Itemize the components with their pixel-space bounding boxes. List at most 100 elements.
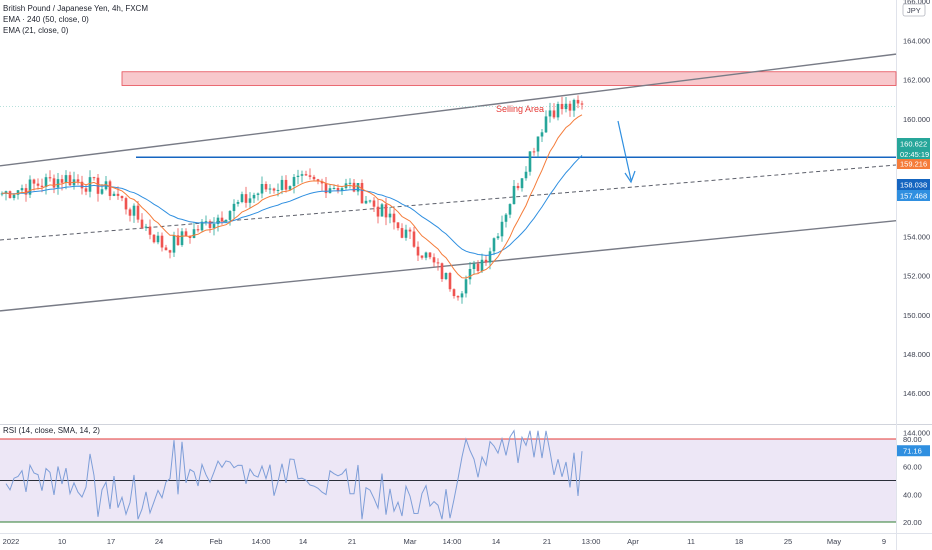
candle-body[interactable] xyxy=(496,236,500,239)
candle-body[interactable] xyxy=(572,99,576,111)
candle-body[interactable] xyxy=(508,204,512,215)
candle-body[interactable] xyxy=(288,186,292,190)
candle-body[interactable] xyxy=(108,181,112,196)
candle-body[interactable] xyxy=(272,188,276,191)
candle-body[interactable] xyxy=(448,272,452,290)
candle-body[interactable] xyxy=(560,103,564,110)
candle-body[interactable] xyxy=(24,188,28,195)
candle-body[interactable] xyxy=(504,214,508,222)
candle-body[interactable] xyxy=(412,231,416,247)
candle-body[interactable] xyxy=(156,235,160,243)
candle-body[interactable] xyxy=(168,250,172,253)
candle-body[interactable] xyxy=(172,235,176,253)
candle-body[interactable] xyxy=(0,193,4,195)
candle-body[interactable] xyxy=(164,247,168,251)
candle-body[interactable] xyxy=(200,221,204,231)
candle-body[interactable] xyxy=(160,235,164,248)
candle-body[interactable] xyxy=(520,178,524,189)
candle-body[interactable] xyxy=(40,185,44,187)
candle-body[interactable] xyxy=(44,177,48,187)
candle-body[interactable] xyxy=(408,229,412,232)
candle-body[interactable] xyxy=(556,103,560,118)
candle-body[interactable] xyxy=(276,189,280,191)
candle-body[interactable] xyxy=(484,259,488,263)
candle-body[interactable] xyxy=(376,206,380,217)
candle-body[interactable] xyxy=(568,103,572,111)
candle-body[interactable] xyxy=(36,183,40,186)
candle-body[interactable] xyxy=(464,279,468,294)
candle-body[interactable] xyxy=(480,259,484,271)
candle-body[interactable] xyxy=(524,171,528,179)
candle-body[interactable] xyxy=(256,193,260,195)
candle-body[interactable] xyxy=(296,175,300,178)
candle-body[interactable] xyxy=(468,269,472,280)
candle-body[interactable] xyxy=(312,176,316,180)
candle-body[interactable] xyxy=(392,213,396,223)
candle-body[interactable] xyxy=(268,188,272,190)
candle-body[interactable] xyxy=(516,185,520,189)
candle-body[interactable] xyxy=(444,272,448,280)
candle-body[interactable] xyxy=(532,151,536,153)
candle-body[interactable] xyxy=(100,189,104,194)
candle-body[interactable] xyxy=(292,177,296,187)
candle-body[interactable] xyxy=(384,204,388,218)
candle-body[interactable] xyxy=(128,209,132,216)
candle-body[interactable] xyxy=(12,194,16,199)
candle-body[interactable] xyxy=(196,229,200,231)
candle-body[interactable] xyxy=(52,178,56,188)
candle-body[interactable] xyxy=(240,194,244,203)
candle-body[interactable] xyxy=(252,194,256,199)
candle-body[interactable] xyxy=(332,188,336,190)
candle-body[interactable] xyxy=(84,188,88,192)
candle-body[interactable] xyxy=(512,185,516,205)
candle-body[interactable] xyxy=(180,231,184,246)
candle-body[interactable] xyxy=(552,110,556,118)
candle-body[interactable] xyxy=(492,238,496,252)
candle-body[interactable] xyxy=(176,235,180,246)
candle-body[interactable] xyxy=(388,213,392,218)
candle-body[interactable] xyxy=(68,175,72,186)
candle-body[interactable] xyxy=(540,132,544,137)
candle-body[interactable] xyxy=(216,217,220,225)
candle-body[interactable] xyxy=(428,252,432,258)
candle-body[interactable] xyxy=(124,198,128,210)
candle-body[interactable] xyxy=(404,229,408,238)
candle-body[interactable] xyxy=(536,136,540,152)
candle-body[interactable] xyxy=(316,179,320,182)
candle-body[interactable] xyxy=(576,99,580,104)
candle-body[interactable] xyxy=(116,193,120,196)
candle-body[interactable] xyxy=(48,177,52,179)
candle-body[interactable] xyxy=(400,228,404,238)
candle-body[interactable] xyxy=(148,226,152,235)
candle-body[interactable] xyxy=(368,200,372,202)
candle-body[interactable] xyxy=(544,116,548,133)
candle-body[interactable] xyxy=(16,190,20,195)
candle-body[interactable] xyxy=(460,293,464,298)
candle-body[interactable] xyxy=(248,198,252,203)
candle-body[interactable] xyxy=(420,255,424,258)
candle-body[interactable] xyxy=(20,188,24,191)
candle-body[interactable] xyxy=(284,179,288,190)
candle-body[interactable] xyxy=(144,226,148,228)
candle-body[interactable] xyxy=(396,222,400,229)
candle-body[interactable] xyxy=(88,177,92,192)
candle-body[interactable] xyxy=(80,181,84,189)
candle-body[interactable] xyxy=(260,183,264,194)
candle-body[interactable] xyxy=(304,174,308,176)
candle-body[interactable] xyxy=(488,251,492,263)
candle-body[interactable] xyxy=(60,179,64,183)
candle-body[interactable] xyxy=(348,182,352,184)
candle-body[interactable] xyxy=(476,263,480,271)
candle-body[interactable] xyxy=(340,188,344,191)
candle-body[interactable] xyxy=(308,175,312,177)
candle-body[interactable] xyxy=(32,179,36,184)
candle-body[interactable] xyxy=(300,174,304,176)
candle-body[interactable] xyxy=(456,296,460,298)
candle-body[interactable] xyxy=(564,103,568,110)
candle-body[interactable] xyxy=(104,181,108,190)
candle-body[interactable] xyxy=(356,182,360,192)
candle-body[interactable] xyxy=(76,179,80,182)
candle-body[interactable] xyxy=(184,231,188,237)
candle-body[interactable] xyxy=(280,179,284,190)
candle-body[interactable] xyxy=(140,219,144,228)
